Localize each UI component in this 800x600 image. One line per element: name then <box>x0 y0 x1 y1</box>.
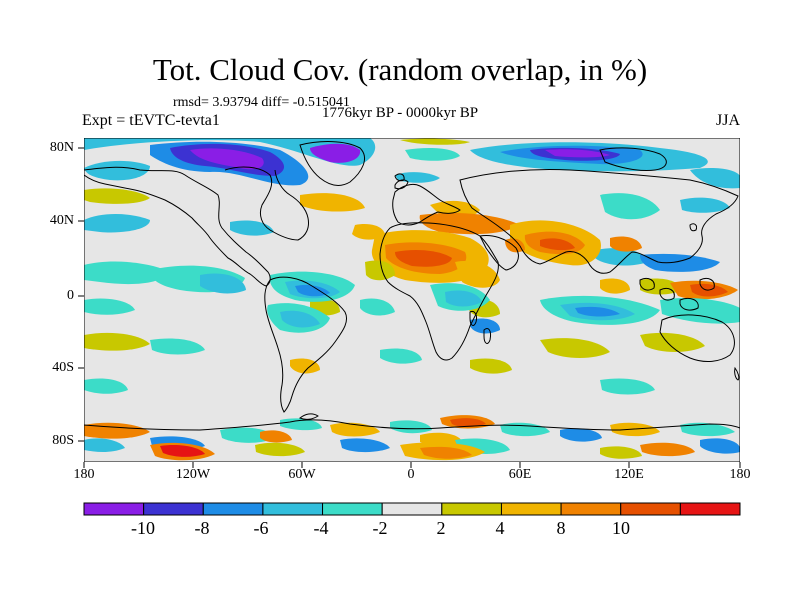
map-background <box>84 138 740 462</box>
x-label-180w: 180 <box>73 467 95 482</box>
period-label: 1776kyr BP - 0000kyr BP <box>322 105 479 121</box>
colorbar-label: 2 <box>436 518 446 538</box>
tropical-positive-anomalies <box>310 220 738 318</box>
colorbar-swatch <box>202 502 264 516</box>
colorbar-swatch <box>441 502 502 516</box>
x-label-180e: 180 <box>729 467 751 482</box>
y-label-40s: 40S <box>52 360 74 375</box>
x-label-120w: 120W <box>175 467 211 482</box>
tropical-negative-anomalies <box>84 261 740 334</box>
colorbar <box>83 502 741 516</box>
x-label-60w: 60W <box>288 467 316 482</box>
axis-ticks <box>78 147 741 468</box>
y-label-80n: 80N <box>49 140 74 155</box>
colorbar-swatch <box>262 502 324 516</box>
x-label-60e: 60E <box>508 467 532 482</box>
colorbar-swatch <box>322 502 383 516</box>
colorbar-swatch <box>143 502 204 516</box>
y-label-80s: 80S <box>52 433 74 448</box>
colorbar-swatch <box>83 502 145 516</box>
colorbar-swatch <box>381 502 443 516</box>
experiment-label: Expt = tEVTC-tevta1 <box>82 112 220 129</box>
colorbar-swatch <box>560 502 622 516</box>
colorbar-swatch <box>620 502 681 516</box>
y-label-40n: 40N <box>49 213 74 228</box>
colorbar-label: -8 <box>194 518 210 538</box>
colorbar-label: -2 <box>372 518 388 538</box>
antarctic-anomalies <box>84 415 740 462</box>
southern-midlatitude-anomalies <box>84 332 705 395</box>
x-label-0: 0 <box>407 467 415 482</box>
colorbar-label: -6 <box>253 518 269 538</box>
colorbar-swatch <box>500 502 562 516</box>
colorbar-label: 4 <box>495 518 505 538</box>
map-title: Tot. Cloud Cov. (random overlap, in %) <box>152 52 648 87</box>
stats-label: rmsd= 3.93794 diff= -0.515041 <box>173 95 350 110</box>
x-label-120e: 120E <box>614 467 644 482</box>
northern-midlatitude-anomalies <box>84 188 730 272</box>
colorbar-swatch <box>679 502 741 516</box>
season-label: JJA <box>716 112 741 129</box>
coastlines <box>84 141 740 431</box>
colorbar-label: 10 <box>612 518 630 538</box>
map-plot-area <box>84 138 740 462</box>
y-label-0: 0 <box>67 288 74 303</box>
colorbar-label: -10 <box>131 518 155 538</box>
colorbar-label: -4 <box>313 518 329 538</box>
colorbar-label: 8 <box>556 518 566 538</box>
